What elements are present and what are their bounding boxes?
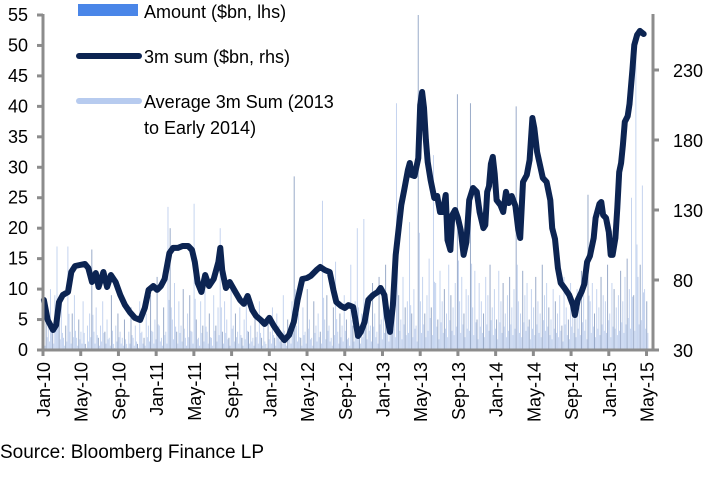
right-y-ticks: 30 80 130 180 230 [653,61,703,361]
x-tick-label: Jan-15 [600,362,620,417]
legend-swatch-amount [78,4,138,16]
left-tick-label: 45 [8,66,28,86]
x-tick-label: Jan-11 [147,362,167,416]
right-tick-label: 130 [673,201,703,221]
x-tick-label: May-10 [72,362,92,422]
left-tick-label: 30 [8,157,28,177]
left-tick-label: 20 [8,218,28,238]
right-tick-label: 80 [673,271,693,291]
right-tick-label: 180 [673,131,703,151]
x-tick-label: May-11 [185,362,205,421]
left-tick-label: 25 [8,188,28,208]
x-tick-label: May-12 [298,362,318,422]
right-tick-label: 230 [673,61,703,81]
left-tick-label: 10 [8,279,28,299]
legend-label-average-line2: to Early 2014) [144,118,256,138]
x-tick-label: Jan-14 [487,362,507,417]
x-tick-label: Sep-12 [336,362,356,420]
x-tick-label: Sep-13 [449,362,469,420]
x-tick-label: May-15 [638,362,658,422]
left-tick-label: 15 [8,249,28,269]
right-tick-label: 30 [673,341,693,361]
x-tick-label: Jan-10 [34,362,54,417]
source-note: Source: Bloomberg Finance LP [0,442,265,463]
series-line-3m-sum [40,27,647,344]
legend-label-amount: Amount ($bn, lhs) [144,2,286,22]
left-tick-label: 5 [18,310,28,330]
amount-bars [43,15,649,350]
left-y-ticks: 0 5 10 15 20 25 30 35 40 45 50 55 [8,5,43,360]
legend-label-3m-sum: 3m sum ($bn, rhs) [144,47,290,67]
left-tick-label: 50 [8,35,28,55]
axes [41,14,655,352]
x-ticks: Jan-10 May-10 Sep-10 Jan-11 May-11 Sep-11 Jan-… [34,350,658,422]
left-tick-label: 40 [8,96,28,116]
x-tick-label: Jan-12 [260,362,280,417]
left-tick-label: 35 [8,127,28,147]
x-tick-label: Sep-10 [109,362,129,420]
x-tick-label: Sep-11 [223,362,243,419]
x-tick-label: Sep-14 [562,362,582,420]
left-tick-label: 0 [18,340,28,360]
left-tick-label: 55 [8,5,28,25]
x-tick-label: May-13 [411,362,431,422]
x-tick-label: May-14 [524,362,544,422]
legend-label-average-line1: Average 3m Sum (2013 [144,92,334,112]
legend: Amount ($bn, lhs) 3m sum ($bn, rhs) Aver… [76,2,334,138]
x-tick-label: Jan-13 [374,362,394,417]
